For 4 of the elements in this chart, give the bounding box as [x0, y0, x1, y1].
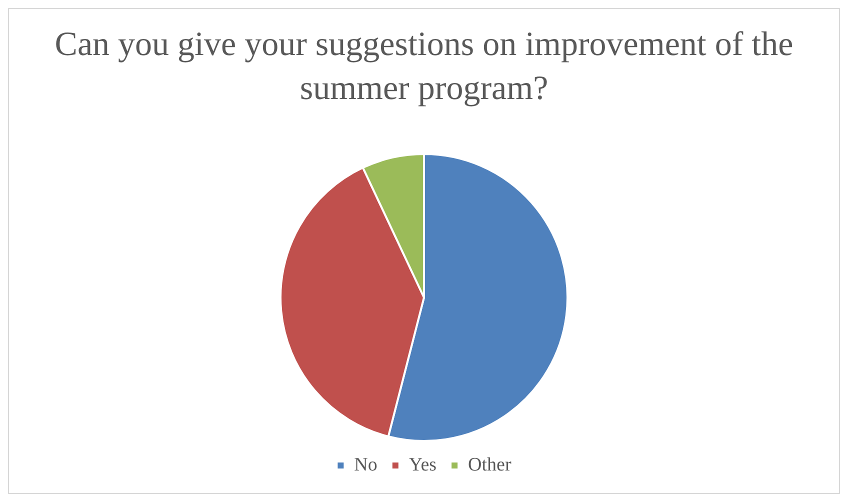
chart-title: Can you give your suggestions on improvement of the summer program? [54, 25, 794, 109]
legend-label: Other [468, 454, 512, 476]
legend-label: No [354, 454, 378, 476]
legend-label: Yes [408, 454, 437, 476]
